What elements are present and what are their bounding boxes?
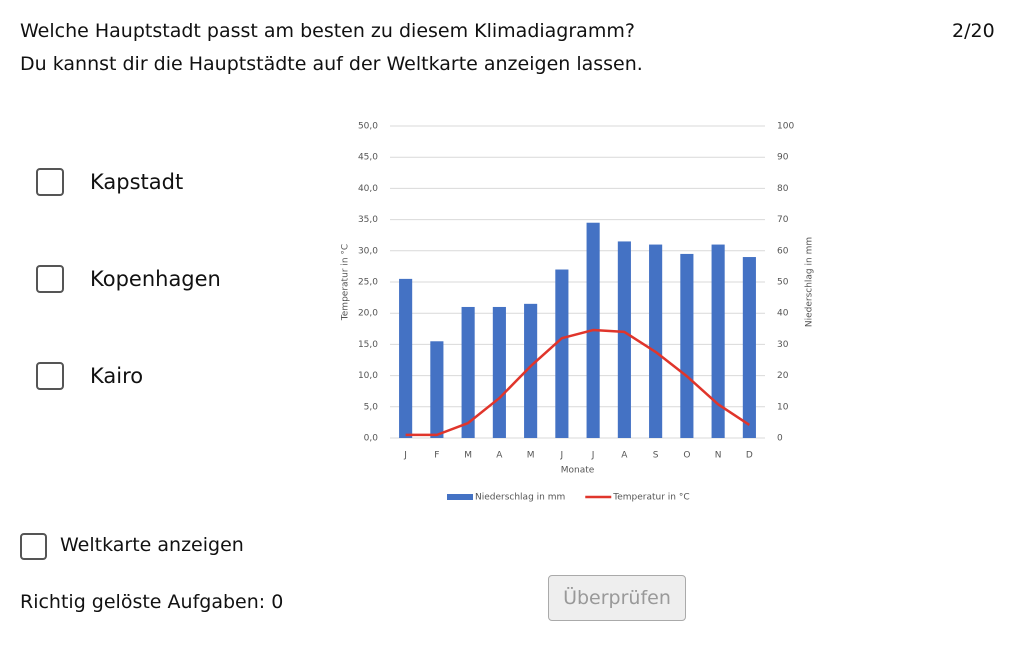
bar xyxy=(680,253,694,438)
x-tick-label: J xyxy=(560,451,564,461)
y-axis-title: Temperatur in °C xyxy=(341,244,351,321)
y2-tick-label: 80 xyxy=(777,184,789,194)
map-checkbox[interactable] xyxy=(20,533,47,560)
counter: 2/20 xyxy=(952,20,995,42)
y-tick-label: 25,0 xyxy=(358,278,378,288)
bar xyxy=(711,244,725,438)
y-tick-label: 35,0 xyxy=(358,215,378,225)
bar xyxy=(649,244,663,438)
option-checkbox[interactable] xyxy=(36,168,64,196)
y-tick-label: 45,0 xyxy=(358,153,378,163)
y-tick-label: 10,0 xyxy=(358,371,378,381)
bar xyxy=(742,257,756,438)
y-tick-label: 30,0 xyxy=(358,246,378,256)
x-tick-label: M xyxy=(527,451,535,461)
x-tick-label: J xyxy=(403,451,407,461)
check-button[interactable]: Überprüfen xyxy=(548,575,686,621)
option-label[interactable]: Kopenhagen xyxy=(90,267,221,291)
option-label[interactable]: Kapstadt xyxy=(90,170,184,194)
x-tick-label: S xyxy=(653,451,659,461)
legend-swatch xyxy=(447,494,473,500)
bar xyxy=(399,278,413,438)
option-checkbox[interactable] xyxy=(36,265,64,293)
option-label[interactable]: Kairo xyxy=(90,364,144,388)
question: Welche Hauptstadt passt am besten zu die… xyxy=(20,20,635,42)
y-tick-label: 50,0 xyxy=(358,122,378,132)
hint: Du kannst dir die Hauptstädte auf der We… xyxy=(20,53,643,75)
bar xyxy=(555,269,569,438)
bar xyxy=(492,306,506,438)
x-tick-label: A xyxy=(496,451,503,461)
y-tick-label: 40,0 xyxy=(358,184,378,194)
map-toggle-label[interactable]: Weltkarte anzeigen xyxy=(60,534,244,556)
y2-tick-label: 60 xyxy=(777,246,789,256)
bar xyxy=(524,303,538,438)
legend-label: Temperatur in °C xyxy=(612,493,689,503)
y-tick-label: 15,0 xyxy=(358,340,378,350)
y2-tick-label: 50 xyxy=(777,278,789,288)
x-tick-label: F xyxy=(434,451,439,461)
y-tick-label: 5,0 xyxy=(364,402,379,412)
y2-axis-title: Niederschlag in mm xyxy=(805,237,815,327)
x-tick-label: N xyxy=(715,451,722,461)
y-tick-label: 20,0 xyxy=(358,309,378,319)
y2-tick-label: 20 xyxy=(777,371,789,381)
y2-tick-label: 70 xyxy=(777,215,789,225)
score: Richtig gelöste Aufgaben: 0 xyxy=(20,591,284,613)
y-tick-label: 0,0 xyxy=(364,434,379,444)
x-tick-label: J xyxy=(591,451,595,461)
y2-tick-label: 90 xyxy=(777,153,789,163)
legend-label: Niederschlag in mm xyxy=(475,493,565,503)
x-tick-label: D xyxy=(746,451,753,461)
option-checkbox[interactable] xyxy=(36,362,64,390)
x-tick-label: M xyxy=(464,451,472,461)
y2-tick-label: 0 xyxy=(777,434,783,444)
y2-tick-label: 40 xyxy=(777,309,789,319)
y2-tick-label: 30 xyxy=(777,340,789,350)
x-tick-label: A xyxy=(621,451,628,461)
bar xyxy=(617,241,631,438)
line xyxy=(405,328,751,437)
y2-tick-label: 10 xyxy=(777,402,789,412)
x-axis-title: Monate xyxy=(561,466,595,476)
bar xyxy=(430,341,444,438)
x-tick-label: O xyxy=(683,451,690,461)
bar xyxy=(461,306,475,438)
y2-tick-label: 100 xyxy=(777,122,794,132)
